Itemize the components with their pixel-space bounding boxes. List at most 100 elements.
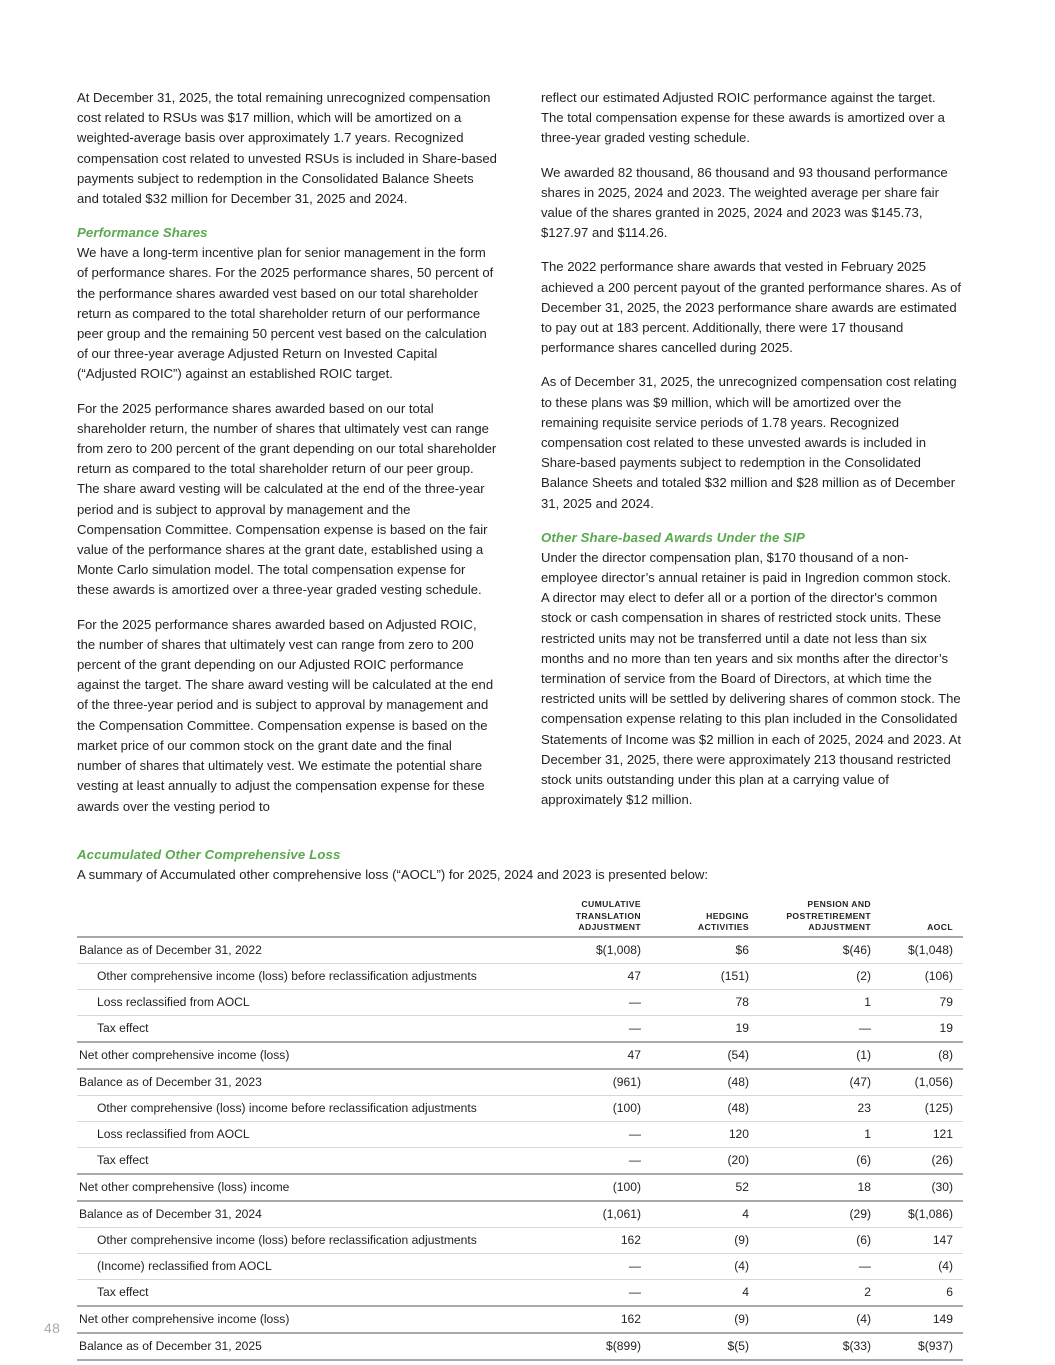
table-row-label: Tax effect <box>77 1015 529 1043</box>
table-cell-value: — <box>529 1253 651 1280</box>
table-cell-value: (8) <box>881 1041 963 1070</box>
paragraph-2022-awards-vested: The 2022 performance share awards that v… <box>541 259 961 356</box>
table-cell-value: 121 <box>881 1121 963 1148</box>
table-row: Tax effect — (20) (6) (26) <box>77 1147 963 1175</box>
table-cell-value: $(33) <box>759 1332 881 1361</box>
table-cell-value: $(1,048) <box>881 936 963 964</box>
table-cell-value: 47 <box>529 1041 651 1070</box>
table-row: Other comprehensive income (loss) before… <box>77 963 963 990</box>
table-row-label: Other comprehensive income (loss) before… <box>77 963 529 990</box>
table-cell-value: (9) <box>651 1305 759 1334</box>
table-cell-value: $(899) <box>529 1332 651 1361</box>
column-header-label <box>77 899 529 937</box>
table-cell-value: — <box>529 1121 651 1148</box>
table-cell-value: 19 <box>651 1015 759 1043</box>
table-row-label: Balance as of December 31, 2024 <box>77 1200 529 1228</box>
table-cell-value: 52 <box>651 1173 759 1202</box>
heading-accumulated-other-comprehensive-loss: Accumulated Other Comprehensive Loss <box>77 847 341 862</box>
table-cell-value: (106) <box>881 963 963 990</box>
table-row-label: Other comprehensive (loss) income before… <box>77 1095 529 1122</box>
table-cell-value: — <box>529 1279 651 1307</box>
table-row-label: Loss reclassified from AOCL <box>77 989 529 1016</box>
column-header-pension-and-postretirement-adjustment: PENSION AND POSTRETIREMENT ADJUSTMENT <box>786 899 871 933</box>
table-cell-value: $(46) <box>759 936 881 964</box>
table-row: (Income) reclassified from AOCL — (4) — (4) <box>77 1253 963 1280</box>
paragraph-director-compensation-plan: Under the director compensation plan, $1… <box>541 549 961 808</box>
table-cell-value: — <box>759 1015 881 1043</box>
table-cell-value: (6) <box>759 1227 881 1254</box>
table-row-label: Balance as of December 31, 2025 <box>77 1332 529 1361</box>
table-row: Net other comprehensive income (loss) 162… <box>77 1305 963 1334</box>
table-cell-value: (20) <box>651 1147 759 1175</box>
table-row: Tax effect —19—19 <box>77 1015 963 1043</box>
table-row-label: Tax effect <box>77 1279 529 1307</box>
table-cell-value: 23 <box>759 1095 881 1122</box>
heading-other-share-based-awards: Other Share-based Awards Under the SIP <box>541 529 805 545</box>
table-row: Balance as of December 31, 2022 $(1,008) $… <box>77 936 963 964</box>
table-row: Loss reclassified from AOCL —120 1 121 <box>77 1121 963 1148</box>
table-cell-value: $(5) <box>651 1332 759 1361</box>
aocl-table-bottom-rule <box>77 1359 963 1363</box>
table-cell-value: (47) <box>759 1068 881 1096</box>
table-row-label: (Income) reclassified from AOCL <box>77 1253 529 1280</box>
paragraph-performance-shares-2: For the 2025 performance shares awarded … <box>77 400 497 598</box>
table-cell-value: 149 <box>881 1305 963 1334</box>
table-cell-value: (100) <box>529 1173 651 1202</box>
table-cell-value: — <box>529 1015 651 1043</box>
table-cell-value: (125) <box>881 1095 963 1122</box>
aocl-table-body: Balance as of December 31, 2022 $(1,008) $… <box>77 936 963 1361</box>
table-cell-value: 162 <box>529 1305 651 1334</box>
table-cell-value: (961) <box>529 1068 651 1096</box>
table-cell-value: (4) <box>759 1305 881 1334</box>
table-cell-value: 4 <box>651 1200 759 1228</box>
left-column: At December 31, 2025, the total remainin… <box>77 88 497 817</box>
table-row: Net other comprehensive income (loss) 47(… <box>77 1041 963 1070</box>
paragraph-roic-continued: reflect our estimated Adjusted ROIC perf… <box>541 90 945 146</box>
table-cell-value: (1,061) <box>529 1200 651 1228</box>
table-row: Balance as of December 31, 2025 $(899) $(5… <box>77 1332 963 1361</box>
table-cell-value: (54) <box>651 1041 759 1070</box>
table-row-label: Net other comprehensive income (loss) <box>77 1305 529 1334</box>
column-header-hedging-activities: HEDGING ACTIVITIES <box>697 910 749 933</box>
table-row: Loss reclassified from AOCL —78 1 79 <box>77 989 963 1016</box>
table-row: Tax effect —4 2 6 <box>77 1279 963 1307</box>
table-row-label: Loss reclassified from AOCL <box>77 1121 529 1148</box>
table-row-label: Balance as of December 31, 2022 <box>77 936 529 964</box>
table-cell-value: 19 <box>881 1015 963 1043</box>
table-cell-value: $(937) <box>881 1332 963 1361</box>
table-cell-value: (29) <box>759 1200 881 1228</box>
column-header-cumulative-translation-adjustment: CUMULATIVE TRANSLATION ADJUSTMENT <box>575 899 641 933</box>
table-cell-value: (2) <box>759 963 881 990</box>
table-cell-value: 1 <box>759 989 881 1016</box>
page-number: 48 <box>44 1320 61 1336</box>
table-cell-value: 162 <box>529 1227 651 1254</box>
table-cell-value: (4) <box>651 1253 759 1280</box>
table-header-row: CUMULATIVE TRANSLATION ADJUSTMENT HEDGIN… <box>77 899 963 937</box>
aocl-table-head: CUMULATIVE TRANSLATION ADJUSTMENT HEDGIN… <box>77 899 963 937</box>
table-row-label: Tax effect <box>77 1147 529 1175</box>
table-cell-value: 2 <box>759 1279 881 1307</box>
table-cell-value: 79 <box>881 989 963 1016</box>
table-row-label: Net other comprehensive income (loss) <box>77 1041 529 1070</box>
table-cell-value: (4) <box>881 1253 963 1280</box>
table-cell-value: — <box>529 1147 651 1175</box>
heading-performance-shares: Performance Shares <box>77 225 208 241</box>
table-cell-value: $6 <box>651 936 759 964</box>
paragraph-performance-shares-1: We have a long-term incentive plan for s… <box>77 245 494 382</box>
table-row-label: Other comprehensive income (loss) before… <box>77 1227 529 1254</box>
table-row: Other comprehensive (loss) income before… <box>77 1095 963 1122</box>
table-cell-value: 6 <box>881 1279 963 1307</box>
table-cell-value: (1,056) <box>881 1068 963 1096</box>
table-cell-value: (151) <box>651 963 759 990</box>
column-header-aocl: AOCL <box>927 922 953 933</box>
aocl-section: Accumulated Other Comprehensive Loss A s… <box>77 845 963 1363</box>
table-cell-value: 120 <box>651 1121 759 1148</box>
table-row-label: Balance as of December 31, 2023 <box>77 1068 529 1096</box>
table-row: Net other comprehensive (loss) income (10… <box>77 1173 963 1202</box>
table-cell-value: (9) <box>651 1227 759 1254</box>
table-cell-value: (48) <box>651 1095 759 1122</box>
two-column-body: At December 31, 2025, the total remainin… <box>77 88 961 817</box>
table-row-label: Net other comprehensive (loss) income <box>77 1173 529 1202</box>
table-cell-value: 1 <box>759 1121 881 1148</box>
